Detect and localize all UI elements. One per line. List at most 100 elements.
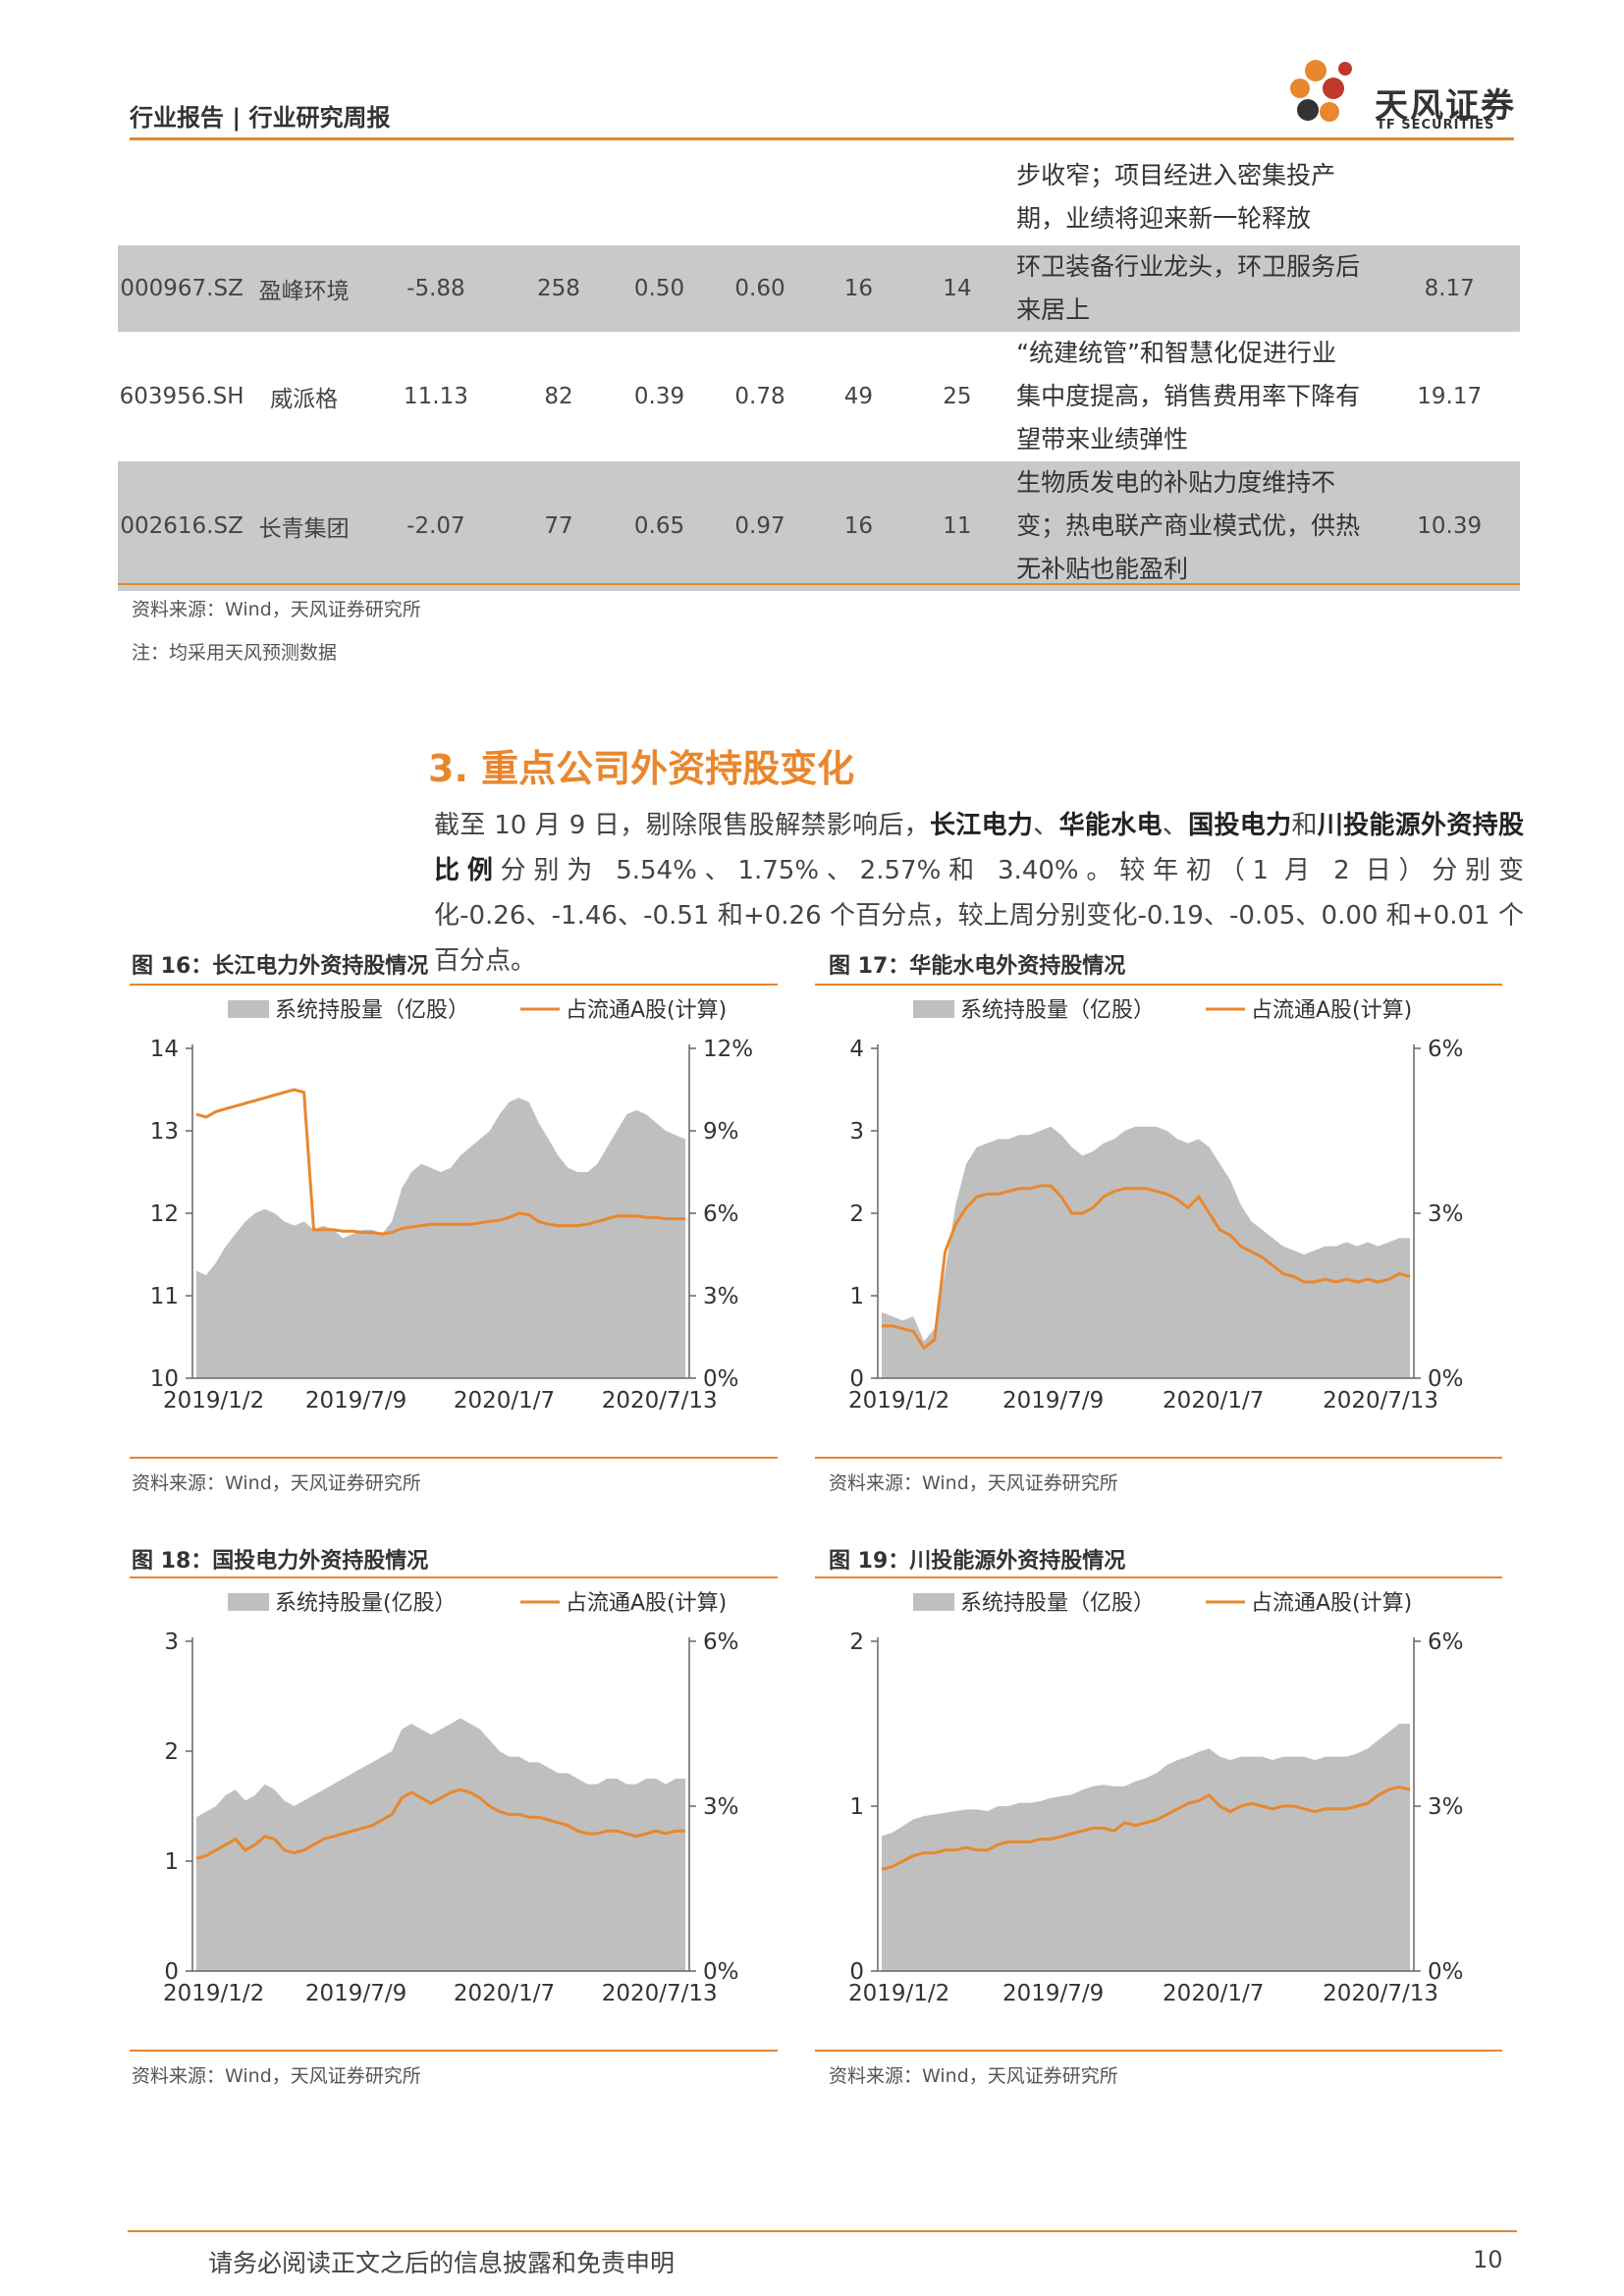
right-tick-label: 9% [703, 1119, 739, 1145]
stock-table: 步收窄；项目经进入密集投产 期，业绩将迎来新一轮释放 000967.SZ 盈峰环… [118, 149, 1520, 591]
para-text: 截至 10 月 9 日，剔除限售股解禁影响后， [434, 811, 930, 840]
left-tick-label: 1 [849, 1284, 864, 1309]
right-tick-label: 0% [1428, 1959, 1464, 1985]
table-cell: 49 [843, 384, 874, 409]
figure-17-source: 资料来源：Wind，天风证券研究所 [829, 1472, 1118, 1494]
figure-divider [130, 1576, 778, 1578]
desc-line: 无补贴也能盈利 [1016, 555, 1189, 583]
right-tick-label: 0% [703, 1366, 739, 1392]
figure-18-title: 图 18：国投电力外资持股情况 [132, 1549, 429, 1574]
table-cell: 0.97 [710, 461, 810, 591]
table-row: 002616.SZ 长青集团 -2.07 77 0.65 0.97 16 11 … [118, 461, 1520, 591]
logo-subtitle: TF SECURITIES [1377, 118, 1495, 133]
desc-line: 期，业绩将迎来新一轮释放 [1016, 204, 1312, 233]
x-tick-label: 2019/1/2 [163, 1981, 264, 2006]
page-number: 10 [1473, 2246, 1503, 2273]
x-tick-label: 2020/7/13 [602, 1981, 718, 2006]
right-tick-label: 3% [703, 1284, 739, 1309]
para-text: 、 [1162, 811, 1189, 840]
chart-svg: 0 1 2 0% 3% 6% 2019/1/2 2019/7/9 2020/1/7 2020/7/… [848, 1591, 1464, 2006]
figure-divider [130, 2050, 778, 2052]
left-tick-label: 2 [164, 1739, 179, 1765]
left-tick-label: 10 [150, 1366, 179, 1392]
right-tick-label: 12% [703, 1037, 753, 1062]
desc-line: 环卫装备行业龙头，环卫服务后 [1016, 252, 1361, 281]
chart-svg: 0 1 2 3 4 0% 3% 6% 2019/1/2 2019/7/9 2020/1/7 2020/… [848, 998, 1464, 1414]
table-cell: 82 [544, 384, 573, 409]
table-cell: -5.88 [362, 245, 510, 332]
x-tick-label: 2020/1/7 [454, 1388, 555, 1414]
chart-svg: 0 1 2 3 0% 3% 6% 2019/1/2 2019/7/9 2020/1/7 2020/7… [163, 1591, 739, 2006]
right-tick-label: 6% [1428, 1037, 1464, 1062]
right-tick-label: 6% [703, 1629, 739, 1655]
legend-label-area: 系统持股量(亿股） [275, 1591, 457, 1616]
table-row: 000967.SZ 盈峰环境 -5.88 258 0.50 0.60 16 14… [118, 245, 1520, 332]
figure-16-source: 资料来源：Wind，天风证券研究所 [132, 1472, 421, 1494]
right-tick-label: 6% [1428, 1629, 1464, 1655]
stock-name: 威派格 [270, 387, 339, 412]
x-tick-label: 2019/1/2 [848, 1388, 949, 1414]
legend-label-line: 占流通A股(计算) [566, 1591, 727, 1616]
figure-divider [815, 2050, 1502, 2052]
legend-label-area: 系统持股量（亿股） [960, 998, 1155, 1023]
stock-code: 603956.SH [119, 384, 244, 409]
table-cell: 14 [907, 245, 1007, 332]
x-tick-label: 2020/7/13 [1323, 1388, 1438, 1414]
para-text: 、 [1033, 811, 1059, 840]
chart-17: 0 1 2 3 4 0% 3% 6% 2019/1/2 2019/7/9 2020/1/7 2020/… [815, 986, 1502, 1455]
x-tick-label: 2020/1/7 [1163, 1388, 1264, 1414]
chart-svg: 10 11 12 13 14 0% 3% 6% 9% 12% 2019/1/2 2019/7/9 202… [150, 998, 753, 1414]
para-bold: 国投电力 [1188, 811, 1292, 840]
line-series [195, 1088, 685, 1236]
table-cell: 0.78 [734, 384, 785, 409]
table-cell: 8.17 [1379, 245, 1520, 332]
table-cell: 19.17 [1417, 384, 1483, 409]
right-tick-label: 3% [703, 1794, 739, 1820]
x-tick-label: 2019/7/9 [1002, 1388, 1104, 1414]
left-tick-label: 3 [164, 1629, 179, 1655]
right-tick-label: 0% [703, 1959, 739, 1985]
figure-19-source: 资料来源：Wind，天风证券研究所 [829, 2065, 1118, 2087]
line-series [882, 1184, 1411, 1351]
table-cell: 10.39 [1379, 461, 1520, 591]
section-paragraph: 截至 10 月 9 日，剔除限售股解禁影响后，长江电力、华能水电、国投电力和川投… [434, 803, 1524, 984]
x-tick-label: 2020/1/7 [1163, 1981, 1264, 2006]
figure-divider [130, 1457, 778, 1459]
left-tick-label: 14 [150, 1037, 179, 1062]
left-tick-label: 12 [150, 1201, 179, 1227]
legend-label-line: 占流通A股(计算) [1251, 998, 1412, 1023]
left-tick-label: 3 [849, 1119, 864, 1145]
stock-code: 000967.SZ [118, 245, 246, 332]
area-series [882, 1126, 1410, 1378]
desc-line: 变；热电联产商业模式优，供热 [1016, 511, 1361, 540]
x-tick-label: 2019/1/2 [848, 1981, 949, 2006]
table-cell: 77 [509, 461, 609, 591]
line-series [881, 1785, 1411, 1871]
area-series [882, 1724, 1410, 1971]
chart-16: 10 11 12 13 14 0% 3% 6% 9% 12% 2019/1/2 2019/7/9 202… [130, 986, 778, 1455]
area-series [196, 1718, 685, 1971]
report-header-title: 行业报告 | 行业研究周报 [130, 104, 391, 132]
x-tick-label: 2019/7/9 [1002, 1981, 1104, 2006]
line-series [195, 1788, 685, 1860]
desc-line: “统建统管”和智慧化促进行业 [1016, 339, 1337, 367]
right-tick-label: 6% [703, 1201, 739, 1227]
desc-line: 集中度提高，销售费用率下降有 [1016, 382, 1361, 410]
left-tick-label: 11 [150, 1284, 179, 1309]
logo-name: 天风证券 [1375, 86, 1516, 126]
footer-divider [128, 2230, 1517, 2232]
legend-swatch-area [228, 1000, 269, 1018]
legend-label-area: 系统持股量（亿股） [275, 998, 469, 1023]
legend-label-area: 系统持股量（亿股） [960, 1591, 1155, 1616]
x-tick-label: 2020/7/13 [1323, 1981, 1438, 2006]
left-tick-label: 0 [164, 1959, 179, 1985]
figure-divider [815, 984, 1502, 986]
table-cell: 258 [509, 245, 609, 332]
desc-line: 生物质发电的补贴力度维持不 [1016, 468, 1336, 497]
figure-17-title: 图 17：华能水电外资持股情况 [829, 954, 1126, 979]
figure-19-title: 图 19：川投能源外资持股情况 [829, 1549, 1126, 1574]
table-cell: 16 [809, 245, 908, 332]
table-bottom-rule [118, 583, 1520, 585]
x-tick-label: 2020/7/13 [602, 1388, 718, 1414]
table-cell: 0.65 [608, 461, 711, 591]
